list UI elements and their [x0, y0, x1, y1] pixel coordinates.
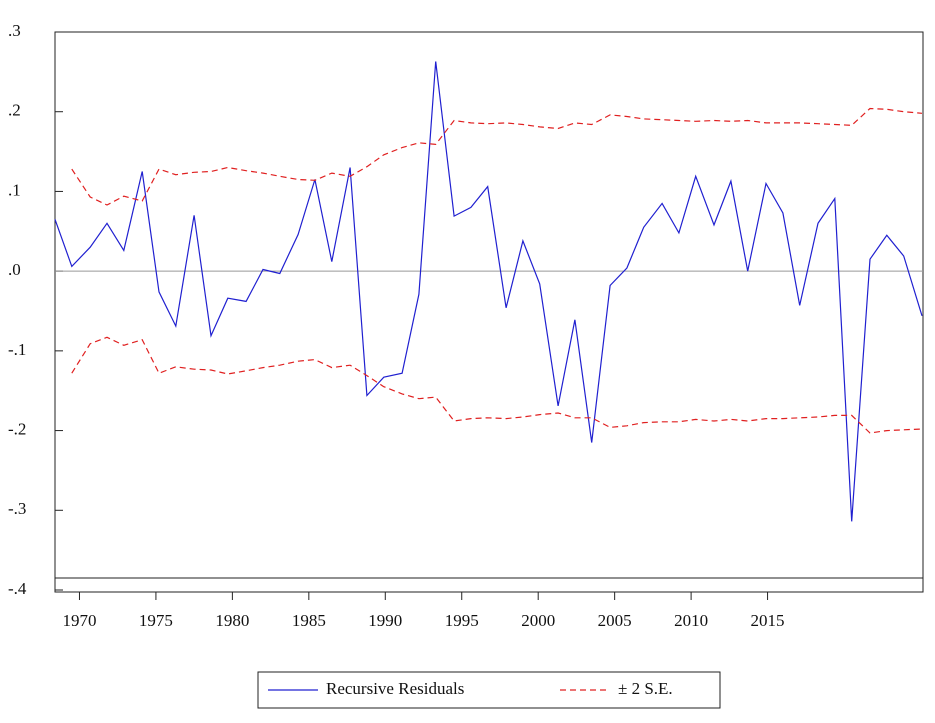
x-tick-label: 2010 — [674, 611, 708, 630]
x-tick-label: 1990 — [368, 611, 402, 630]
legend-label: ± 2 S.E. — [618, 679, 673, 698]
series-line — [71, 336, 923, 434]
x-tick-label: 2000 — [521, 611, 555, 630]
series-line — [71, 107, 923, 206]
x-tick-label: 1980 — [215, 611, 249, 630]
y-tick-label: -.1 — [8, 340, 26, 359]
legend-label: Recursive Residuals — [326, 679, 464, 698]
y-tick-label: .1 — [8, 180, 21, 199]
x-tick-label: 2005 — [598, 611, 632, 630]
y-tick-label: .2 — [8, 101, 21, 120]
x-tick-label: 2015 — [751, 611, 785, 630]
x-tick-label: 1995 — [445, 611, 479, 630]
x-tick-label: 1975 — [139, 611, 173, 630]
series-line — [54, 61, 923, 522]
y-tick-label: -.4 — [8, 579, 27, 598]
plot-frame — [54, 31, 924, 593]
y-tick-label: -.3 — [8, 499, 26, 518]
x-tick-label: 1985 — [292, 611, 326, 630]
legend-box — [257, 671, 721, 709]
y-tick-label: -.2 — [8, 419, 26, 438]
x-tick-label: 1970 — [62, 611, 96, 630]
y-tick-label: .3 — [8, 21, 21, 40]
y-tick-label: .0 — [8, 260, 21, 279]
